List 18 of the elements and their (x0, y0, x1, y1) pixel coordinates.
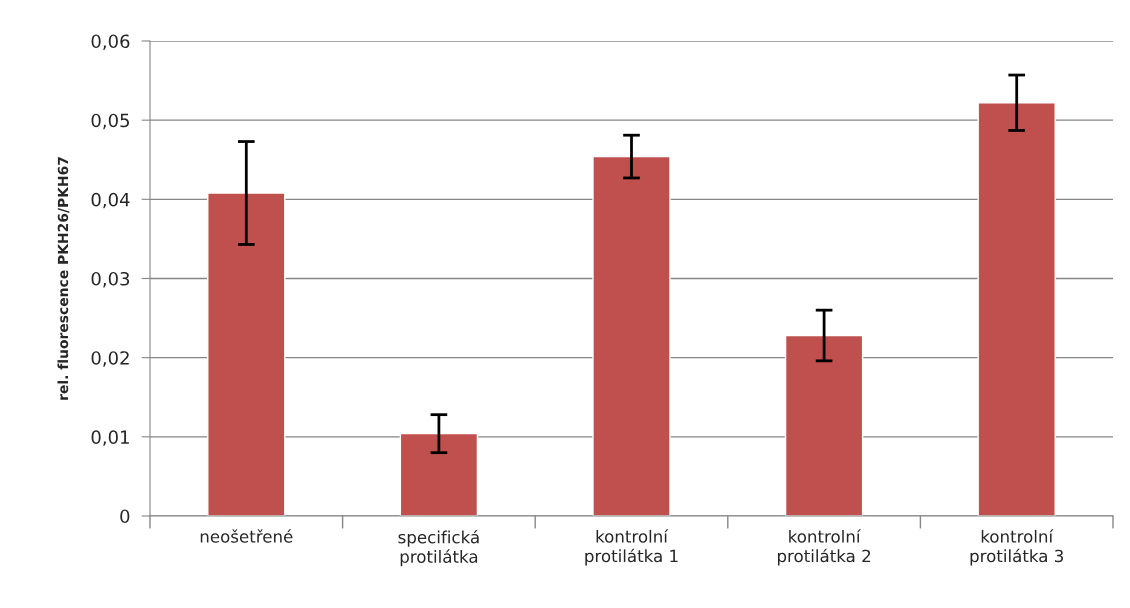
y-tick-label: 0,06 (91, 34, 130, 50)
x-tick-label: kontrolní protilátka 2 (777, 529, 871, 566)
y-tick-label: 0,01 (91, 430, 129, 446)
y-axis-title: rel. fluorescence PKH26/PKH67 (57, 157, 70, 400)
bar (207, 192, 286, 516)
y-tick-label: 0,02 (91, 351, 129, 367)
y-tick-label: 0,05 (91, 113, 129, 130)
y-tick-label: 0,03 (91, 271, 130, 288)
x-tick-label: kontrolní protilátka 3 (970, 529, 1063, 566)
bar (784, 334, 864, 516)
x-tick-label: specifická protilátka (398, 529, 479, 567)
bar (592, 155, 671, 516)
y-tick-label: 0,04 (91, 192, 130, 209)
y-tick-label: 0 (120, 509, 130, 524)
x-tick-label: kontrolní protilátka 1 (585, 529, 678, 566)
x-tick-label: neošetřené (200, 529, 293, 543)
bar (399, 432, 479, 516)
bar (977, 102, 1056, 516)
